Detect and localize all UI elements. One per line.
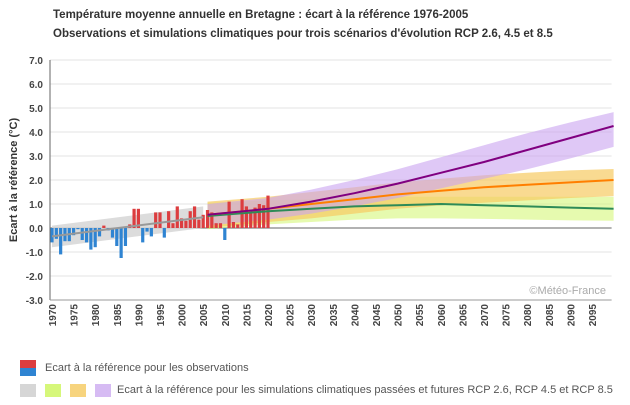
observation-bar — [89, 228, 93, 250]
y-tick-label: 3.0 — [29, 152, 43, 163]
x-tick-label: 2030 — [307, 304, 318, 327]
x-tick-label: 1985 — [113, 304, 124, 327]
chart-plot: 7.0 6.0 5.0 4.0 3.0 2.0 1.0 0.0 -1.0 -2.0 -3.0 1970… — [8, 56, 614, 327]
x-tick-label: 2055 — [415, 304, 426, 327]
observation-bar — [218, 223, 223, 228]
observation-bar — [154, 212, 158, 228]
x-tick-label: 1990 — [134, 304, 145, 327]
y-tick-label: -2.0 — [26, 272, 44, 283]
historical-median-line — [51, 216, 204, 238]
observation-bar — [175, 206, 179, 228]
y-tick-label: 0.0 — [29, 224, 43, 235]
observation-bar — [72, 228, 76, 236]
observation-bar — [205, 210, 210, 228]
chart-title: Température moyenne annuelle en Bretagne… — [53, 9, 469, 21]
x-tick-label: 2085 — [545, 304, 556, 327]
observation-bar — [80, 228, 84, 240]
legend-swatch-positive — [20, 360, 36, 368]
rcp85-band — [207, 112, 614, 226]
observation-bar — [119, 228, 123, 258]
observation-bar — [231, 222, 236, 228]
observation-bar — [59, 228, 63, 255]
x-tick-label: 2090 — [566, 304, 577, 327]
observation-bar — [84, 228, 89, 243]
observation-bar — [171, 223, 175, 228]
y-tick-label: -1.0 — [26, 248, 44, 259]
x-tick-label: 2070 — [480, 304, 491, 327]
observation-bar — [115, 228, 119, 246]
x-tick-label: 2095 — [588, 304, 599, 327]
observation-bar — [162, 228, 166, 238]
x-tick-label: 2060 — [437, 304, 448, 327]
observation-bar — [236, 224, 240, 228]
x-tick-label: 2010 — [221, 304, 232, 327]
observation-bar — [149, 228, 153, 237]
x-tick-label: 2015 — [242, 304, 253, 327]
y-tick-label: 1.0 — [29, 200, 43, 211]
observation-bar — [244, 206, 248, 228]
x-tick-label: 2000 — [178, 304, 189, 327]
observation-bar — [93, 228, 97, 248]
observation-bar — [223, 228, 227, 240]
observation-bar — [201, 214, 205, 228]
x-tick-label: 2035 — [329, 304, 340, 327]
observation-bar — [197, 219, 201, 228]
observation-bar — [132, 208, 136, 228]
x-tick-label: 2005 — [199, 304, 210, 327]
y-tick-label: 4.0 — [29, 128, 43, 139]
observation-bar — [110, 228, 115, 238]
observation-bar — [253, 207, 257, 228]
x-tick-label: 2040 — [350, 304, 361, 327]
rcp85-line — [207, 125, 614, 216]
observation-bar — [192, 206, 197, 228]
x-tick-label: 2020 — [264, 304, 275, 327]
y-tick-label: 6.0 — [29, 80, 43, 91]
legend-swatch-rcp85 — [95, 384, 111, 397]
x-tick-label: 2045 — [372, 304, 383, 327]
y-tick-label: 5.0 — [29, 104, 43, 115]
observation-bar — [158, 212, 162, 228]
x-tick-label: 2065 — [458, 304, 469, 327]
observation-bar — [262, 205, 266, 228]
legend-simulations: Ecart à la référence pour les simulation… — [117, 384, 613, 396]
x-tick-label: 2050 — [394, 304, 405, 327]
x-tick-label: 1995 — [156, 304, 167, 327]
watermark: ©Météo-France — [529, 285, 606, 297]
observation-bar — [50, 228, 54, 243]
observation-bar — [141, 228, 145, 243]
observation-bar — [214, 223, 218, 228]
observation-bar — [145, 228, 149, 232]
observation-bar — [102, 225, 106, 228]
observation-bar — [123, 228, 128, 246]
y-tick-label: 7.0 — [29, 56, 43, 67]
observation-bar — [249, 212, 253, 228]
observation-bar — [210, 212, 214, 228]
x-tick-label: 1980 — [91, 304, 102, 327]
y-tick-label: 2.0 — [29, 176, 43, 187]
y-tick-label: -3.0 — [26, 296, 44, 307]
observation-bar — [97, 228, 102, 237]
x-tick-label: 1970 — [48, 304, 59, 327]
y-axis-label: Ecart à la référence (°C) — [8, 118, 20, 243]
x-tick-label: 2080 — [523, 304, 534, 327]
observation-bar — [136, 208, 140, 228]
rcp26-line — [207, 202, 614, 217]
legend-swatch-rcp45 — [70, 384, 86, 397]
legend-swatch-rcp26 — [45, 384, 61, 397]
x-tick-label: 2025 — [286, 304, 297, 327]
legend-swatch-historical — [20, 384, 36, 397]
rcp45-line — [207, 179, 614, 216]
legend-swatch-negative — [20, 368, 36, 376]
x-tick-label: 1975 — [70, 304, 81, 327]
observation-bar — [184, 220, 188, 228]
chart-subtitle: Observations et simulations climatiques … — [53, 28, 553, 40]
x-tick-label: 2075 — [502, 304, 513, 327]
legend-observations: Ecart à la référence pour les observatio… — [45, 362, 249, 374]
observation-bar — [257, 204, 261, 228]
observation-bar — [167, 211, 171, 228]
observation-bar — [76, 228, 80, 230]
observation-bar — [180, 218, 184, 228]
observation-bar — [54, 228, 58, 239]
